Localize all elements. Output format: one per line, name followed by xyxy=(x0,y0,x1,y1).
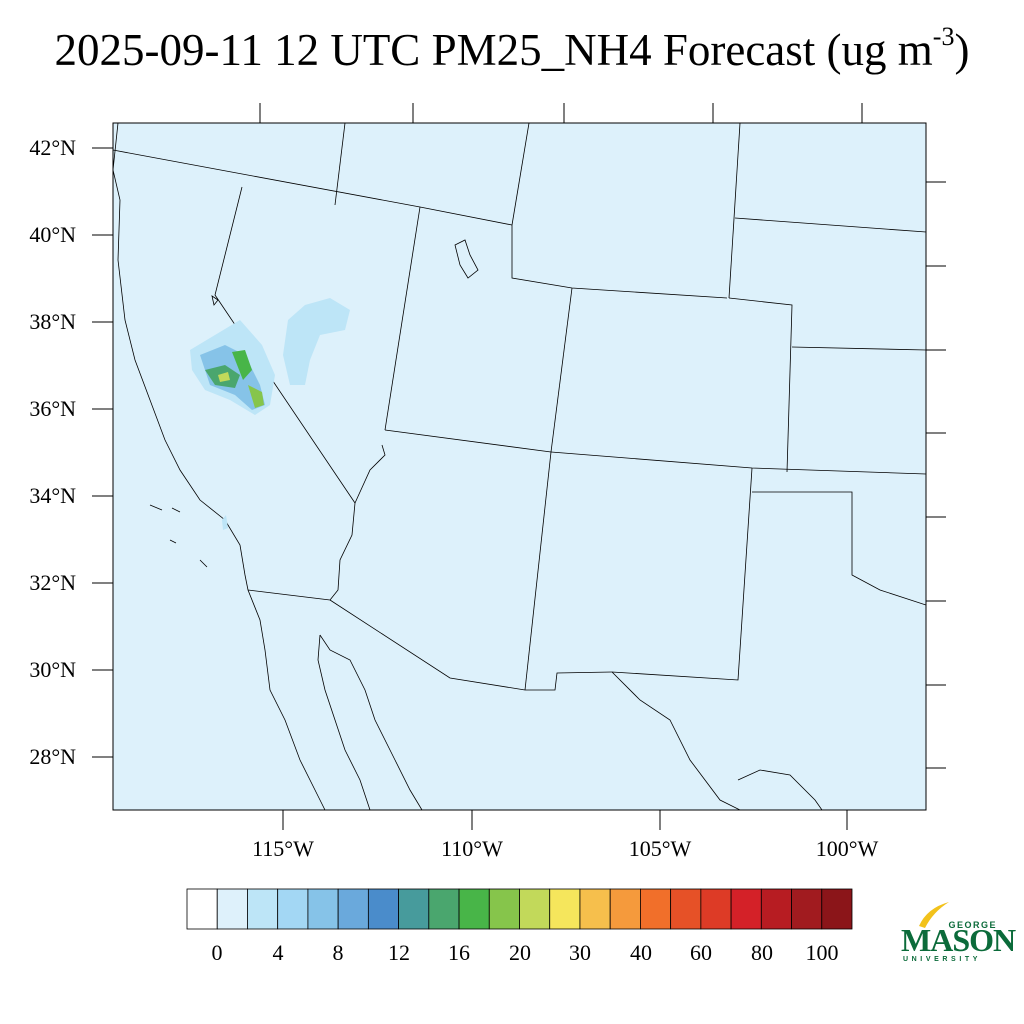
lon-label-105w: 105°W xyxy=(628,836,692,861)
colorbar-cell-17 xyxy=(700,888,732,930)
colorbar-cell-3 xyxy=(277,888,309,930)
border-sd-ne xyxy=(734,217,926,233)
colorbar-cell-11 xyxy=(519,888,551,930)
map-background xyxy=(113,123,926,810)
colorbar-label-12: 12 xyxy=(388,940,410,965)
border-wy-east xyxy=(728,123,741,299)
colorbar-label-0: 0 xyxy=(211,940,223,965)
colorbar-label-40: 40 xyxy=(630,940,652,965)
colorbar-cell-8 xyxy=(428,888,460,930)
lon-label-100w: 100°W xyxy=(815,836,879,861)
gulf-of-california-east xyxy=(319,634,423,810)
colorbar-label-16: 16 xyxy=(448,940,470,965)
colorbar-cell-12 xyxy=(549,888,581,930)
logo-line-university: UNIVERSITY xyxy=(903,956,982,963)
axis-ticks xyxy=(92,103,946,830)
border-ca-az xyxy=(329,502,356,601)
lon-label-110w: 110°W xyxy=(441,836,503,861)
colorbar-label-8: 8 xyxy=(332,940,344,965)
lat-label-38n: 38°N xyxy=(29,309,76,334)
map-frame xyxy=(112,122,927,811)
border-wy-west xyxy=(511,123,530,226)
colorbar-cell-4 xyxy=(307,888,339,930)
gulf-of-california-west xyxy=(317,634,371,810)
colorbar-cell-15 xyxy=(640,888,672,930)
border-ut-co xyxy=(550,287,573,453)
lat-label-30n: 30°N xyxy=(29,657,76,682)
border-nv-ut xyxy=(384,206,421,431)
colorbar-label-4: 4 xyxy=(272,940,284,965)
border-id-ut-wy xyxy=(511,225,728,299)
colorbar-cell-6 xyxy=(367,888,399,930)
colorbar-cell-1 xyxy=(216,888,248,930)
great-salt-lake xyxy=(454,239,479,279)
colorbar-cell-7 xyxy=(398,888,430,930)
colorbar-label-60: 60 xyxy=(690,940,712,965)
lat-label-34n: 34°N xyxy=(29,483,76,508)
colorbar-cell-20 xyxy=(791,888,823,930)
colorbar-cell-2 xyxy=(247,888,279,930)
logo-line-mason: MASON xyxy=(901,922,1016,958)
colorbar-cell-9 xyxy=(458,888,490,930)
channel-islands xyxy=(149,504,208,568)
logo-line-george: GEORGE xyxy=(948,920,997,930)
border-az-nm xyxy=(524,451,552,691)
colorbar-label-100: 100 xyxy=(805,940,839,965)
lat-label-42n: 42°N xyxy=(29,135,76,160)
colorbar-label-30: 30 xyxy=(569,940,591,965)
logo-swoosh-icon xyxy=(919,902,949,928)
colorbar-cell-16 xyxy=(670,888,702,930)
border-baja xyxy=(247,589,331,601)
border-ca-nv xyxy=(214,186,356,504)
colorbar-label-20: 20 xyxy=(509,940,531,965)
colorbar-cell-10 xyxy=(488,888,520,930)
lat-label-28n: 28°N xyxy=(29,744,76,769)
border-nm-tx xyxy=(611,467,753,681)
colorbar-cell-5 xyxy=(337,888,369,930)
lat-label-36n: 36°N xyxy=(29,396,76,421)
lat-label-40n: 40°N xyxy=(29,222,76,247)
border-us-mx xyxy=(329,599,613,691)
colorbar-cell-21 xyxy=(821,888,853,930)
colorbar-cell-14 xyxy=(609,888,641,930)
map-boundaries xyxy=(113,123,926,810)
map-title: 2025-09-11 12 UTC PM25_NH4 Forecast (ug … xyxy=(54,22,970,75)
colorbar-cell-13 xyxy=(579,888,611,930)
rio-grande xyxy=(611,671,741,810)
colorbar xyxy=(186,888,853,930)
border-tx-ok xyxy=(752,491,926,606)
gmu-logo: GEORGE MASON UNIVERSITY xyxy=(897,900,1016,970)
colorado-river xyxy=(354,444,386,504)
border-id-mt xyxy=(334,123,346,206)
pm25-nh4-plume xyxy=(190,298,350,530)
lon-label-115w: 115°W xyxy=(252,836,314,861)
colorbar-cell-18 xyxy=(730,888,762,930)
border-ne-ks xyxy=(791,346,926,351)
border-wy-co xyxy=(728,297,793,473)
lake-tahoe xyxy=(211,295,219,306)
rio-grande-2 xyxy=(737,769,823,810)
colorbar-cell-19 xyxy=(760,888,792,930)
colorbar-cell-0 xyxy=(186,888,218,930)
border-ut-az xyxy=(384,429,552,453)
lat-label-32n: 32°N xyxy=(29,570,76,595)
colorbar-label-80: 80 xyxy=(751,940,773,965)
